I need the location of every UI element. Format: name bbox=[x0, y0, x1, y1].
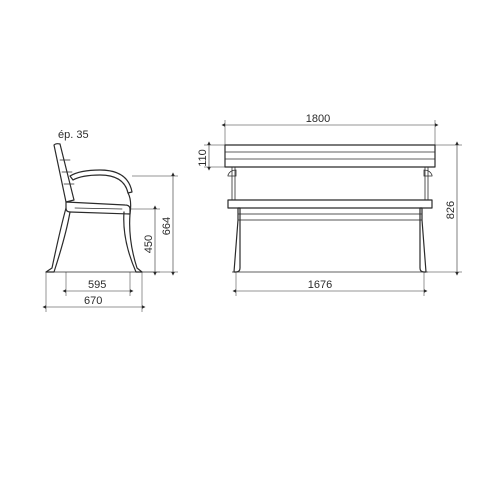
dim-ep: ép. 35 bbox=[58, 129, 89, 141]
side-rear-leg bbox=[46, 208, 70, 272]
front-upright-right bbox=[425, 167, 428, 200]
front-backrest bbox=[225, 145, 435, 167]
dim-670: 670 bbox=[84, 295, 102, 307]
front-seat-rail bbox=[238, 214, 422, 220]
front-dimensions: 1800 110 1676 826 bbox=[197, 113, 462, 296]
front-leg-left bbox=[234, 208, 240, 272]
dim-450: 450 bbox=[143, 235, 155, 253]
side-seat bbox=[66, 202, 130, 214]
dim-664: 664 bbox=[161, 217, 173, 235]
side-armrest bbox=[70, 170, 132, 193]
front-leg-right bbox=[420, 208, 426, 272]
side-backrest bbox=[54, 144, 74, 202]
dim-826: 826 bbox=[445, 201, 457, 219]
front-view bbox=[225, 145, 435, 272]
dim-1800: 1800 bbox=[306, 113, 330, 125]
front-upright-left bbox=[232, 167, 235, 200]
dim-595: 595 bbox=[88, 279, 106, 291]
side-dimensions: ép. 35 595 670 450 664 bbox=[46, 129, 178, 312]
dim-110: 110 bbox=[197, 149, 209, 167]
dim-1676: 1676 bbox=[308, 279, 332, 291]
front-seat-top bbox=[228, 200, 432, 208]
side-view bbox=[46, 144, 142, 272]
